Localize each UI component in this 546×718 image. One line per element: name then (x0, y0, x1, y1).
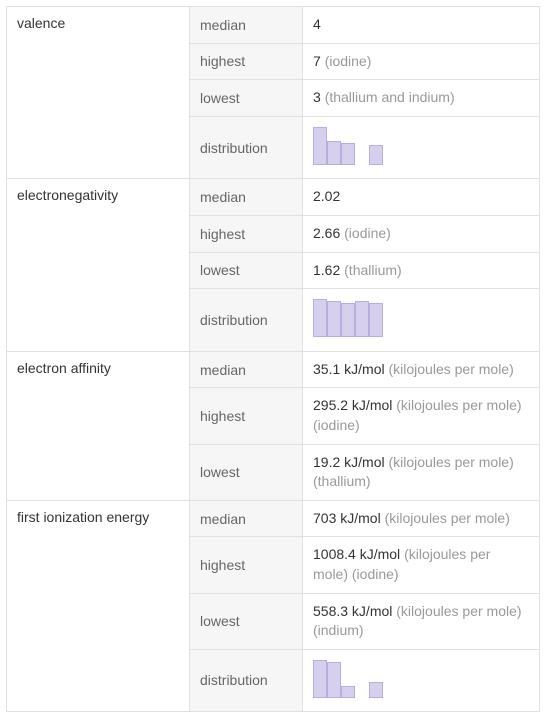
value-cell: 703 kJ/mol (kilojoules per mole) (303, 500, 540, 537)
distribution-bar (341, 686, 355, 698)
value-cell: 2.02 (303, 179, 540, 216)
property-label: electronegativity (17, 187, 118, 203)
value-cell (303, 649, 540, 712)
value-note: (kilojoules per mole) (388, 361, 513, 377)
value-text: 558.3 kJ/mol (313, 603, 396, 619)
stat-label: median (200, 511, 246, 527)
value-cell (303, 289, 540, 352)
stat-cell: median (190, 351, 303, 388)
stat-cell: highest (190, 537, 303, 593)
value-text: 703 kJ/mol (313, 510, 385, 526)
distribution-chart (313, 125, 383, 165)
value-text: 7 (313, 53, 325, 69)
property-label: valence (17, 15, 65, 31)
value-text: 3 (313, 89, 325, 105)
value-text: 2.02 (313, 188, 340, 204)
table-row: electron affinity median 35.1 kJ/mol (kilo… (7, 351, 540, 388)
value-note: (iodine) (325, 53, 372, 69)
property-label: electron affinity (17, 360, 111, 376)
stat-label: highest (200, 557, 245, 573)
stat-cell: lowest (190, 252, 303, 289)
value-text: 295.2 kJ/mol (313, 397, 396, 413)
property-cell: electron affinity (7, 351, 190, 500)
stat-cell: distribution (190, 649, 303, 712)
properties-table: valence median 4 highest 7 (iodine) lowest 3 (… (6, 6, 540, 712)
value-cell: 19.2 kJ/mol (kilojoules per mole) (thall… (303, 444, 540, 500)
value-note: (kilojoules per mole) (385, 510, 510, 526)
value-text: 4 (313, 16, 321, 32)
stat-label: lowest (200, 613, 240, 629)
value-cell (303, 116, 540, 179)
value-cell: 7 (iodine) (303, 43, 540, 80)
value-text: 19.2 kJ/mol (313, 454, 388, 470)
value-text: 1.62 (313, 262, 344, 278)
property-cell: valence (7, 7, 190, 179)
stat-label: median (200, 189, 246, 205)
distribution-bar (327, 141, 341, 165)
value-cell: 1.62 (thallium) (303, 252, 540, 289)
distribution-bar (327, 662, 341, 698)
table-row: valence median 4 (7, 7, 540, 44)
stat-label: lowest (200, 262, 240, 278)
distribution-chart (313, 297, 383, 337)
distribution-bar (369, 303, 383, 337)
stat-cell: highest (190, 43, 303, 80)
property-cell: electronegativity (7, 179, 190, 351)
stat-label: lowest (200, 464, 240, 480)
distribution-bar (327, 301, 341, 337)
value-text: 2.66 (313, 225, 344, 241)
table-row: electronegativity median 2.02 (7, 179, 540, 216)
stat-cell: lowest (190, 593, 303, 649)
stat-label: highest (200, 53, 245, 69)
stat-label: lowest (200, 90, 240, 106)
stat-cell: lowest (190, 444, 303, 500)
stat-label: distribution (200, 140, 268, 156)
value-text: 35.1 kJ/mol (313, 361, 388, 377)
stat-label: median (200, 17, 246, 33)
property-cell: first ionization energy (7, 500, 190, 712)
value-note: (iodine) (344, 225, 391, 241)
value-cell: 4 (303, 7, 540, 44)
value-note: (thallium and indium) (325, 89, 455, 105)
stat-cell: lowest (190, 80, 303, 117)
stat-label: distribution (200, 672, 268, 688)
distribution-bar (369, 682, 383, 698)
stat-cell: highest (190, 215, 303, 252)
stat-cell: distribution (190, 289, 303, 352)
stat-cell: median (190, 500, 303, 537)
stat-cell: distribution (190, 116, 303, 179)
value-text: 1008.4 kJ/mol (313, 546, 404, 562)
table-row: first ionization energy median 703 kJ/mol … (7, 500, 540, 537)
value-cell: 35.1 kJ/mol (kilojoules per mole) (303, 351, 540, 388)
distribution-chart (313, 658, 383, 698)
distribution-bar (369, 145, 383, 165)
stat-label: distribution (200, 312, 268, 328)
distribution-bar (341, 143, 355, 165)
stat-cell: highest (190, 388, 303, 444)
value-cell: 295.2 kJ/mol (kilojoules per mole) (iodi… (303, 388, 540, 444)
distribution-bar (313, 660, 327, 698)
property-label: first ionization energy (17, 509, 149, 525)
value-cell: 1008.4 kJ/mol (kilojoules per mole) (iod… (303, 537, 540, 593)
value-note: (thallium) (344, 262, 402, 278)
distribution-bar (313, 127, 327, 165)
stat-cell: median (190, 179, 303, 216)
value-cell: 558.3 kJ/mol (kilojoules per mole) (indi… (303, 593, 540, 649)
distribution-bar (355, 301, 369, 337)
distribution-bar (313, 299, 327, 337)
stat-label: highest (200, 226, 245, 242)
value-cell: 2.66 (iodine) (303, 215, 540, 252)
value-cell: 3 (thallium and indium) (303, 80, 540, 117)
stat-label: median (200, 362, 246, 378)
stat-cell: median (190, 7, 303, 44)
stat-label: highest (200, 408, 245, 424)
distribution-bar (341, 303, 355, 337)
